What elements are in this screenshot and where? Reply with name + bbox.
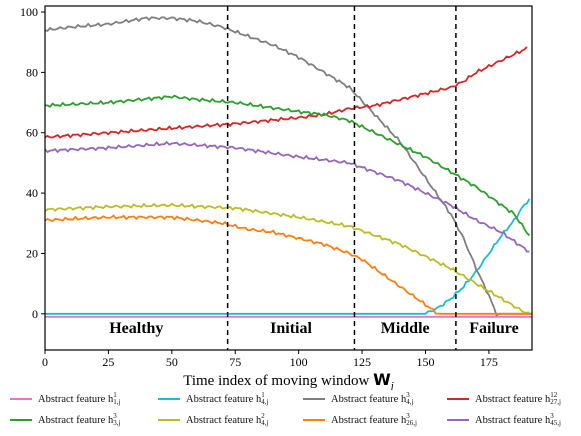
x-tick-label-0: 0 (42, 355, 48, 369)
series-line-3 (45, 16, 532, 317)
legend-label-1: Abstract feature h 1 1,j (38, 391, 121, 406)
legend-swatch-8 (447, 418, 469, 422)
legend: Abstract feature h 1 1,j Abstract feature h… (0, 390, 581, 436)
legend-swatch-6 (158, 418, 180, 422)
line-chart: Healthy Initial Middle Failure 0 25 50 75 100 125… (20, 5, 533, 392)
stage-label-3: Middle (381, 320, 430, 337)
legend-swatch-3 (303, 397, 325, 401)
legend-item-3: Abstract feature h 3 4,j (303, 392, 413, 406)
legend-label-7: Abstract feature h 3 26,j (331, 412, 417, 427)
legend-label-4: Abstract feature h 12 27,j (475, 391, 561, 406)
series-line-6 (45, 202, 530, 314)
stage-label-4: Failure (469, 320, 518, 337)
legend-item-5: Abstract feature h 3 3,j (10, 413, 120, 427)
stage-label-2: Initial (270, 320, 312, 337)
series-line-2 (45, 198, 531, 315)
x-tick-label-2: 50 (166, 355, 178, 369)
legend-label-5: Abstract feature h 3 3,j (38, 412, 121, 427)
y-tick-label-3: 60 (26, 126, 38, 140)
series-group (45, 16, 532, 318)
series-line-5 (45, 94, 531, 237)
legend-swatch-2 (158, 397, 180, 401)
legend-item-8: Abstract feature h 3 45,j (447, 413, 561, 427)
x-tick-label-4: 100 (290, 355, 308, 369)
legend-item-7: Abstract feature h 3 26,j (303, 413, 417, 427)
legend-swatch-4 (447, 397, 469, 401)
y-tick-label-1: 20 (26, 246, 38, 260)
legend-item-1: Abstract feature h 1 1,j (10, 392, 120, 406)
legend-swatch-7 (303, 418, 325, 422)
series-line-8 (45, 140, 530, 253)
y-tick-label-0: 0 (32, 307, 38, 321)
x-tick-label-6: 150 (416, 355, 434, 369)
legend-swatch-5 (10, 418, 32, 422)
x-tick-label-7: 175 (480, 355, 498, 369)
y-tick-label-5: 100 (20, 5, 38, 19)
x-tick-label-1: 25 (102, 355, 114, 369)
legend-label-8: Abstract feature h 3 45,j (475, 412, 561, 427)
x-tick-label-3: 75 (229, 355, 241, 369)
y-tick-label-2: 40 (26, 186, 38, 200)
plot-frame (44, 5, 533, 351)
legend-label-2: Abstract feature h 1 4,j (186, 391, 269, 406)
legend-item-6: Abstract feature h 2 4,j (158, 413, 268, 427)
series-line-7 (45, 214, 532, 315)
x-tick-label-5: 125 (353, 355, 371, 369)
legend-swatch-1 (10, 397, 32, 401)
x-axis-label: Time index of moving window Wj (183, 370, 394, 390)
stage-label-1: Healthy (109, 320, 163, 337)
legend-label-3: Abstract feature h 3 4,j (331, 391, 414, 406)
series-line-4 (45, 46, 528, 139)
legend-item-2: Abstract feature h 1 4,j (158, 392, 268, 406)
y-tick-label-4: 80 (26, 65, 38, 79)
legend-item-4: Abstract feature h 12 27,j (447, 392, 561, 406)
legend-label-6: Abstract feature h 2 4,j (186, 412, 269, 427)
